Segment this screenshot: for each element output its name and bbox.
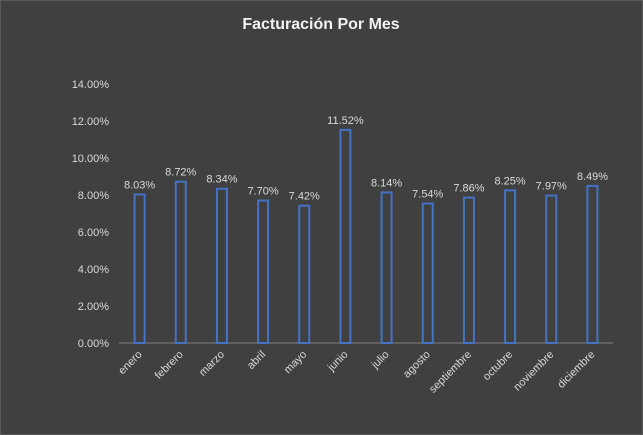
- x-tick-label: agosto: [401, 349, 433, 381]
- x-tick-label: octubre: [481, 349, 515, 383]
- bar: [215, 187, 228, 344]
- x-tick-label: enero: [116, 349, 144, 377]
- bar: [174, 180, 187, 344]
- x-tick-label: abril: [245, 349, 268, 372]
- data-label: 8.49%: [577, 171, 608, 183]
- bar-series: [119, 128, 613, 344]
- y-axis: 0.00% 2.00% 4.00% 6.00% 8.00% 10.00% 12.00% 14.…: [72, 79, 110, 350]
- data-label: 8.03%: [124, 179, 155, 191]
- bar: [545, 194, 558, 344]
- x-tick-label: junio: [325, 349, 351, 375]
- x-tick-label: mayo: [282, 349, 310, 377]
- data-label: 7.54%: [412, 189, 443, 201]
- y-tick-label: 4.00%: [78, 264, 109, 276]
- x-tick-label: julio: [369, 349, 392, 372]
- bar: [380, 191, 393, 344]
- data-label: 11.52%: [327, 115, 364, 127]
- y-tick-label: 12.00%: [72, 116, 110, 128]
- y-tick-label: 2.00%: [78, 301, 109, 313]
- data-labels: 8.03% 8.72% 8.34% 7.70% 7.42% 11.52% 8.14% 7.54…: [124, 115, 608, 203]
- chart-title: Facturación Por Mes: [242, 16, 399, 33]
- y-tick-label: 10.00%: [72, 153, 110, 165]
- x-axis: enero febrero marzo abril mayo junio julio agos…: [116, 349, 597, 396]
- data-label: 8.72%: [165, 167, 196, 179]
- y-tick-label: 8.00%: [78, 190, 109, 202]
- data-label: 7.42%: [289, 191, 320, 203]
- x-tick-label: septiembre: [427, 349, 474, 396]
- y-tick-label: 14.00%: [72, 79, 110, 91]
- bar: [257, 199, 270, 344]
- x-tick-label: diciembre: [555, 349, 597, 391]
- data-label: 7.86%: [453, 183, 484, 195]
- data-label: 8.34%: [206, 174, 237, 186]
- x-tick-label: noviembre: [512, 349, 557, 394]
- data-label: 7.70%: [247, 186, 278, 198]
- bar: [462, 196, 475, 344]
- bar: [421, 202, 434, 344]
- y-tick-label: 0.00%: [78, 338, 109, 350]
- bar: [339, 128, 352, 344]
- bar: [504, 189, 517, 344]
- bar: [298, 204, 311, 344]
- y-tick-label: 6.00%: [78, 227, 109, 239]
- data-label: 8.25%: [494, 175, 525, 187]
- data-label: 7.97%: [536, 181, 567, 193]
- x-tick-label: febrero: [153, 349, 186, 382]
- bar: [133, 193, 146, 344]
- data-label: 8.14%: [371, 177, 402, 189]
- bar: [586, 184, 599, 344]
- x-tick-label: marzo: [197, 349, 227, 379]
